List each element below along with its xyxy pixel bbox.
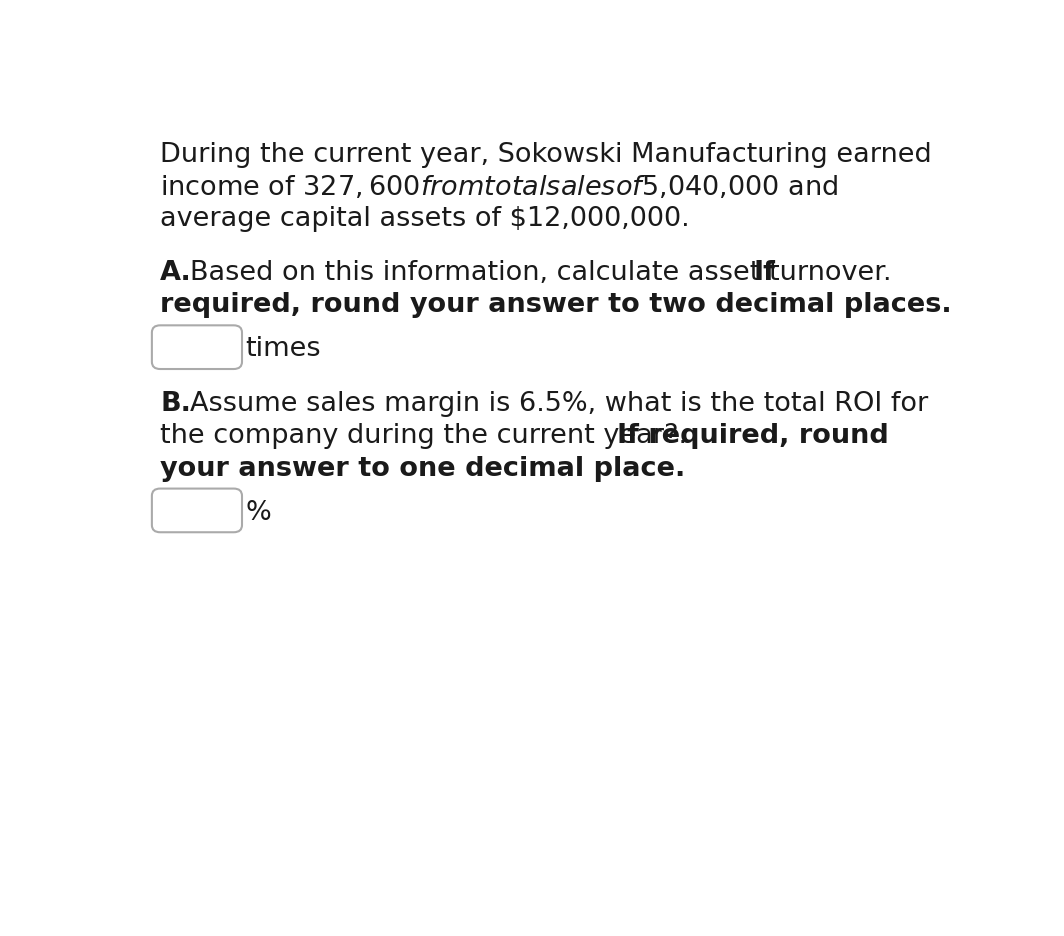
Text: required, round your answer to two decimal places.: required, round your answer to two decim…	[160, 292, 952, 318]
Text: average capital assets of $12,000,000.: average capital assets of $12,000,000.	[160, 206, 689, 232]
Text: A.: A.	[160, 260, 192, 286]
Text: times: times	[246, 336, 321, 362]
Text: During the current year, Sokowski Manufacturing earned: During the current year, Sokowski Manufa…	[160, 141, 932, 168]
Text: If: If	[753, 260, 776, 286]
Text: %: %	[246, 500, 271, 526]
FancyBboxPatch shape	[152, 326, 242, 369]
Text: Based on this information, calculate asset turnover.: Based on this information, calculate ass…	[189, 260, 900, 286]
Text: B.: B.	[160, 391, 192, 417]
Text: income of $327,600 from total sales of $5,040,000 and: income of $327,600 from total sales of $…	[160, 174, 838, 201]
Text: your answer to one decimal place.: your answer to one decimal place.	[160, 456, 685, 482]
FancyBboxPatch shape	[152, 489, 242, 533]
Text: If required, round: If required, round	[617, 423, 890, 449]
Text: Assume sales margin is 6.5%, what is the total ROI for: Assume sales margin is 6.5%, what is the…	[189, 391, 928, 417]
Text: the company during the current year?.: the company during the current year?.	[160, 423, 696, 449]
